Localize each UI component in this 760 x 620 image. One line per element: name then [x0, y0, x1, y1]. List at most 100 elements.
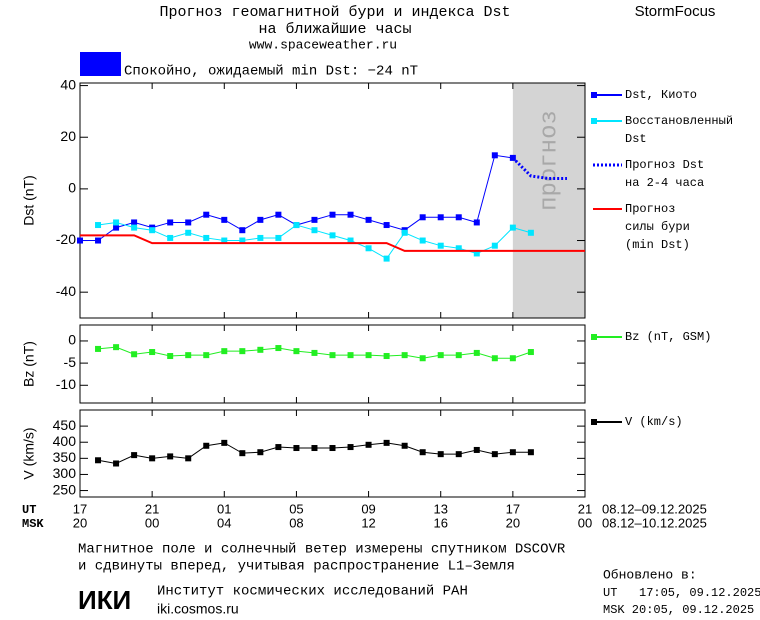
data-point — [419, 237, 426, 244]
data-point — [311, 216, 318, 223]
data-point — [275, 211, 282, 218]
data-point — [275, 345, 282, 352]
data-point — [221, 216, 228, 223]
data-point — [185, 219, 192, 226]
data-point — [203, 211, 210, 218]
data-point — [167, 234, 174, 241]
x-tick-label: 01 — [217, 501, 231, 516]
data-point — [95, 457, 102, 464]
legend-label: V (km/s) — [625, 415, 683, 429]
x-tick-label: 17 — [506, 501, 520, 516]
data-point — [509, 449, 516, 456]
data-point — [473, 250, 480, 257]
data-point — [347, 444, 354, 451]
data-point — [311, 227, 318, 234]
data-point — [185, 229, 192, 236]
x-tick-label: 16 — [433, 515, 447, 530]
data-point — [293, 445, 300, 452]
y-tick-label: -40 — [56, 283, 76, 299]
data-point — [131, 452, 138, 459]
data-point — [131, 224, 138, 231]
panel: 0 -5 -10 Bz (nT) Bz (nT, GSM) — [21, 324, 711, 404]
data-point — [95, 222, 102, 229]
data-point — [221, 439, 228, 446]
data-point — [167, 219, 174, 226]
data-point — [113, 219, 120, 226]
data-point — [275, 444, 282, 451]
data-point — [473, 446, 480, 453]
data-point — [257, 234, 264, 241]
legend-marker — [591, 334, 597, 340]
ut-dates: 08.12–09.12.2025 — [602, 501, 707, 516]
status: Спокойно, ожидаемый min Dst: −24 nT — [124, 63, 418, 80]
data-point — [239, 450, 246, 457]
data-point — [185, 352, 192, 359]
website: www.spaceweather.ru — [249, 37, 397, 52]
data-point — [329, 232, 336, 239]
data-point — [347, 211, 354, 218]
data-point — [149, 227, 156, 234]
x-tick-label: 17 — [73, 501, 87, 516]
data-point — [455, 451, 462, 458]
data-point — [329, 211, 336, 218]
x-tick-label: 05 — [289, 501, 303, 516]
x-tick-label: 21 — [578, 501, 592, 516]
data-point — [509, 355, 516, 362]
data-point — [131, 351, 138, 358]
data-point — [257, 216, 264, 223]
data-point — [401, 352, 408, 359]
msk-dates: 08.12–10.12.2025 — [602, 515, 707, 530]
y-tick-label: 40 — [60, 76, 76, 92]
x-tick-label: 20 — [506, 515, 520, 530]
data-point — [149, 455, 156, 462]
data-point — [455, 352, 462, 359]
ut-label: UT — [22, 503, 36, 517]
y-tick-label: 0 — [68, 332, 76, 348]
data-point — [437, 242, 444, 249]
data-point — [257, 449, 264, 456]
y-tick-label: 300 — [53, 465, 77, 481]
data-point — [203, 234, 210, 241]
data-point — [473, 219, 480, 226]
y-tick-label: -20 — [56, 231, 76, 247]
legend-label: Прогноз силы бури (min Dst) — [625, 202, 690, 252]
data-point — [365, 245, 372, 252]
data-point — [437, 352, 444, 359]
data-point — [185, 455, 192, 462]
x-tick-label: 00 — [145, 515, 159, 530]
data-point — [401, 229, 408, 236]
data-point — [491, 152, 498, 159]
data-point — [491, 451, 498, 458]
x-tick-label: 20 — [73, 515, 87, 530]
status-box — [80, 52, 121, 76]
data-point — [419, 214, 426, 221]
data-point — [509, 224, 516, 231]
data-point — [221, 348, 228, 355]
data-point — [311, 349, 318, 356]
x-tick-label: 09 — [361, 501, 375, 516]
legend-marker — [591, 118, 597, 124]
data-point — [383, 353, 390, 360]
data-point — [113, 460, 120, 467]
data-point — [149, 349, 156, 356]
data-point — [365, 216, 372, 223]
data-point — [473, 349, 480, 356]
data-point — [383, 439, 390, 446]
plot-frame — [79, 324, 586, 404]
title: Прогноз геомагнитной бури и индекса Dst — [159, 4, 510, 21]
y-tick-label: -5 — [64, 354, 77, 370]
legend-label: Bz (nT, GSM) — [625, 330, 711, 344]
y-tick-label: -10 — [56, 376, 76, 392]
data-point — [491, 242, 498, 249]
brand: StormFocus — [635, 3, 716, 20]
x-tick-label: 04 — [217, 515, 231, 530]
data-point — [203, 442, 210, 449]
data-point — [293, 222, 300, 229]
msk-label: MSK — [22, 517, 44, 531]
note: Магнитное поле и солнечный ветер измерен… — [78, 541, 566, 558]
data-point — [437, 214, 444, 221]
data-point — [365, 441, 372, 448]
data-point — [113, 224, 120, 231]
institute: Институт космических исследований РАН — [157, 583, 468, 600]
series-line — [511, 156, 567, 181]
